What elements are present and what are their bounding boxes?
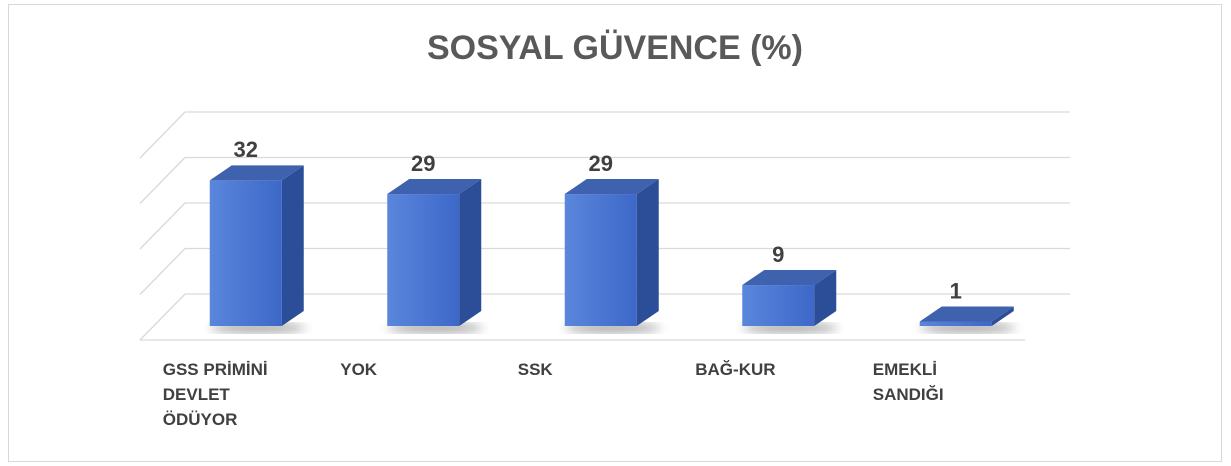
x-tick-label: BAĞ-KUR [695,360,776,379]
x-tick-label: YOK [340,360,378,379]
data-label: 1 [950,278,962,303]
grid-line-side [139,293,186,341]
bar-side [814,270,837,326]
bar-side [281,165,304,326]
bar-top [564,179,659,195]
bar [387,194,460,326]
data-label: 32 [234,137,258,162]
grid-line-side [139,111,186,159]
x-tick-label: GSS PRİMİNİ DEVLET ÖDÜYOR [162,360,268,429]
x-tick-label: EMEKLİ SANDIĞI [872,360,944,404]
bar-side [636,179,659,326]
bar-top [209,165,304,181]
bar [742,285,815,326]
data-label: 29 [411,151,435,176]
bar-top [919,306,1014,322]
grid-line-side [139,248,186,295]
grid-line-side [139,202,186,250]
bar [919,321,992,326]
data-label: 29 [589,151,613,176]
grid-line-side [139,157,186,204]
bar-top [742,270,837,286]
chart-title: SOSYAL GÜVENCE (%) [427,29,803,67]
bar-top [387,179,482,195]
bar [209,180,282,326]
bar [564,194,637,326]
data-label: 9 [772,242,784,267]
bar-side [991,306,1014,326]
x-tick-label: SSK [517,360,553,379]
bar-side [459,179,482,326]
